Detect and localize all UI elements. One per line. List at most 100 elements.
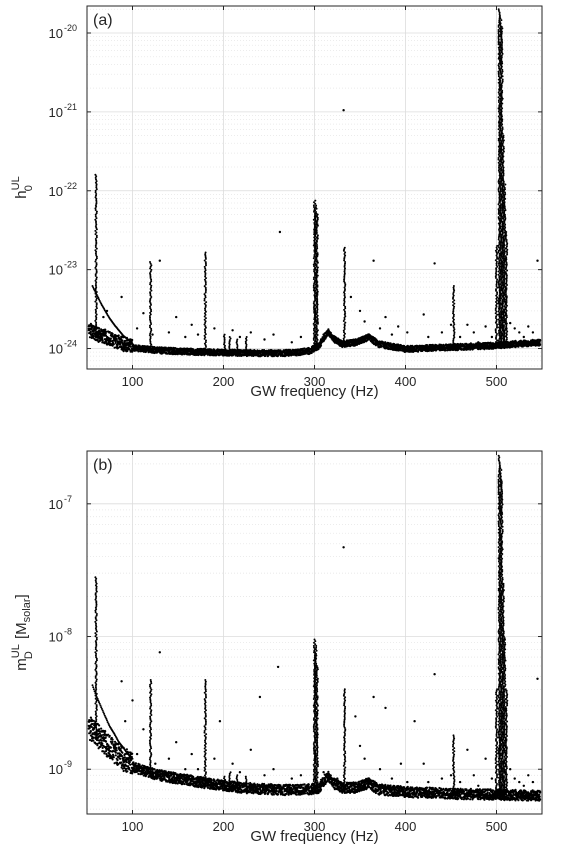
- spike-point: [149, 350, 152, 352]
- spike-point: [204, 251, 207, 254]
- spike-point: [497, 8, 500, 11]
- spike-point: [494, 328, 497, 331]
- floor-point: [122, 350, 125, 353]
- spike-point: [452, 304, 455, 307]
- spike-point: [343, 246, 346, 249]
- spike-point: [314, 209, 317, 212]
- spike-point: [94, 292, 97, 295]
- lowfreq-point: [131, 342, 134, 345]
- spike-point: [453, 302, 456, 305]
- spike-point: [315, 211, 317, 213]
- spike-point: [95, 210, 98, 213]
- floor-point: [125, 346, 128, 349]
- spike-point: [500, 297, 503, 300]
- spike-point: [149, 261, 151, 263]
- floor-point: [117, 334, 120, 337]
- spike-point: [314, 199, 317, 202]
- spike-point: [228, 336, 231, 338]
- spike-point: [203, 259, 206, 262]
- floor-point: [104, 328, 107, 331]
- floor-point: [101, 336, 104, 340]
- spike-point: [95, 305, 98, 308]
- spike-point: [500, 25, 503, 28]
- spike-point: [316, 290, 319, 293]
- spike-point: [495, 280, 498, 283]
- floor-point: [111, 332, 114, 335]
- spike-point: [95, 193, 98, 195]
- spike-point: [499, 52, 502, 55]
- spike-point: [495, 344, 498, 347]
- floor-point: [117, 346, 120, 349]
- spike-point: [314, 304, 317, 307]
- floor-point: [88, 336, 92, 339]
- spike-point: [203, 347, 206, 350]
- spike-point: [503, 199, 505, 202]
- spike-point: [505, 338, 508, 341]
- spike-point: [452, 301, 454, 303]
- floor-point: [109, 339, 112, 343]
- floor-point: [98, 327, 101, 330]
- spike-point: [502, 185, 505, 188]
- spike-point: [94, 249, 97, 252]
- floor-point: [91, 326, 94, 329]
- spike-point: [503, 316, 505, 319]
- spike-point: [498, 15, 501, 18]
- floor-point: [444, 349, 447, 352]
- floor-point: [539, 343, 542, 346]
- floor-point: [307, 347, 310, 350]
- spike-point: [498, 20, 501, 23]
- spike-point: [314, 299, 317, 302]
- spike-point: [95, 234, 98, 237]
- spike-point: [94, 173, 97, 176]
- spike-point: [95, 302, 98, 305]
- floor-point: [299, 353, 302, 357]
- spike-point: [497, 96, 500, 99]
- floor-point: [319, 344, 323, 347]
- spike-point: [316, 213, 319, 216]
- floor-point: [287, 354, 290, 357]
- spike-point: [94, 218, 97, 221]
- spike-point: [500, 134, 503, 137]
- spike-point: [149, 291, 152, 294]
- spike-point: [500, 76, 503, 79]
- floor-point: [116, 344, 119, 347]
- spike-point: [203, 334, 206, 337]
- floor-point: [129, 345, 132, 348]
- spike-point: [205, 339, 207, 342]
- spike-point: [504, 183, 507, 186]
- spike-point: [313, 201, 315, 204]
- spike-point: [236, 343, 239, 346]
- spike-point: [223, 333, 226, 336]
- floor-point: [126, 349, 129, 353]
- floor-point: [114, 341, 117, 344]
- spike-point: [499, 41, 502, 44]
- spike-point: [504, 308, 507, 311]
- spike-point: [316, 223, 319, 226]
- spike-point: [222, 349, 225, 352]
- spike-point: [94, 215, 97, 218]
- spike-point: [500, 259, 503, 262]
- floor-point: [295, 354, 298, 357]
- spike-point: [316, 274, 319, 277]
- spike-point: [314, 267, 317, 270]
- spike-point: [501, 78, 504, 81]
- spike-point: [315, 263, 318, 266]
- spike-point: [497, 216, 500, 219]
- spike-point: [502, 337, 505, 340]
- spike-point: [203, 293, 206, 296]
- floor-point: [131, 338, 134, 342]
- spike-point: [312, 204, 315, 207]
- floor-point: [92, 334, 95, 338]
- floor-point: [539, 339, 542, 342]
- floor-point: [89, 330, 92, 334]
- spike-point: [316, 234, 319, 237]
- spike-point: [501, 75, 504, 78]
- spike-point: [315, 324, 318, 327]
- spike-point: [94, 283, 97, 285]
- spike-point: [94, 308, 97, 311]
- spike-point: [203, 302, 206, 305]
- spike-point: [314, 202, 317, 205]
- spike-point: [501, 230, 504, 233]
- spike-point: [315, 204, 318, 207]
- floor-point: [115, 338, 118, 341]
